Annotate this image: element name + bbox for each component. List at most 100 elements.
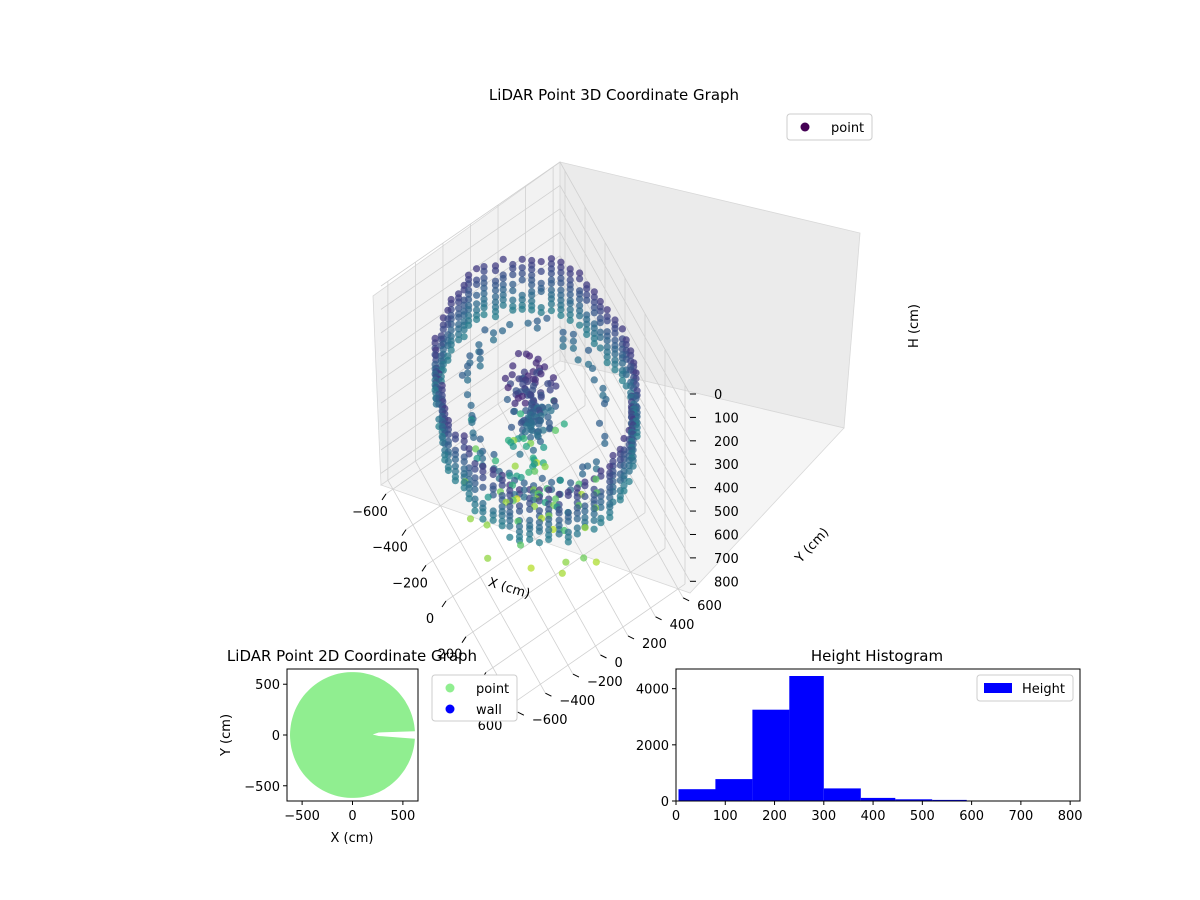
y-axis-label-2d: Y (cm) — [219, 714, 234, 757]
point-3d — [576, 321, 584, 329]
y-tick-label-2d: 500 — [255, 678, 280, 693]
point-3d — [590, 309, 598, 317]
point-3d — [444, 315, 452, 323]
point-3d — [557, 263, 565, 271]
point-3d — [574, 356, 582, 364]
point-3d — [597, 503, 605, 511]
x-tick-label-histogram: 400 — [861, 809, 886, 824]
ticks-2d: −500 −500 0 0 500 500 — [244, 678, 415, 824]
point-3d — [588, 364, 597, 372]
point-3d — [506, 321, 514, 329]
point-3d — [544, 380, 552, 388]
x-tick-label-3d: 600 — [478, 719, 503, 734]
point-3d — [471, 479, 479, 487]
point-3d — [597, 519, 605, 527]
legend-2d-point-marker — [445, 683, 455, 693]
point-3d — [618, 325, 627, 333]
point-3d — [470, 433, 478, 441]
point-3d — [611, 366, 619, 374]
point-3d — [479, 462, 487, 470]
point-3d — [590, 329, 598, 337]
point-3d — [597, 492, 605, 500]
legend-2d-wall-marker — [445, 704, 455, 714]
point-3d — [522, 442, 531, 450]
y-tick-label-3d: −200 — [587, 675, 623, 690]
legend-histogram-label: Height — [1022, 682, 1065, 697]
y-tick-label-histogram: 4000 — [636, 683, 669, 698]
point-3d — [509, 287, 517, 295]
point-3d — [471, 495, 479, 503]
point-3d — [451, 455, 459, 463]
point-3d — [536, 437, 545, 446]
point-3d — [618, 377, 627, 385]
point-3d — [473, 306, 481, 314]
point-3d — [590, 304, 598, 312]
point-3d — [573, 493, 581, 501]
point-3d — [584, 346, 593, 354]
point-3d — [526, 516, 534, 525]
x-tick-label-histogram: 200 — [762, 809, 787, 824]
point-3d — [625, 467, 633, 475]
point-3d — [616, 456, 624, 464]
point-3d — [464, 376, 472, 384]
y-tick-label-3d: −600 — [532, 713, 568, 728]
point-3d — [592, 558, 600, 566]
point-3d — [618, 359, 627, 367]
point-3d — [518, 255, 526, 263]
point-3d — [583, 330, 591, 339]
point-3d — [467, 401, 475, 409]
point-3d — [476, 355, 484, 363]
point-3d — [576, 290, 584, 298]
point-3d — [596, 333, 604, 341]
point-3d — [579, 463, 587, 471]
point-3d — [566, 316, 574, 324]
point-3d — [545, 425, 554, 433]
y-tick-label-2d: −500 — [244, 780, 280, 795]
point-3d — [611, 336, 619, 344]
point-3d — [444, 441, 452, 449]
point-3d — [603, 337, 611, 345]
point-3d — [473, 291, 481, 299]
x-tick-label-histogram: 800 — [1058, 809, 1083, 824]
point-3d — [597, 467, 605, 475]
point-3d — [547, 307, 556, 315]
point-3d — [479, 474, 487, 482]
point-3d — [576, 307, 584, 315]
point-3d — [573, 504, 581, 512]
point-3d — [533, 324, 541, 332]
point-3d — [576, 312, 584, 320]
point-3d — [499, 296, 507, 304]
point-3d — [538, 474, 546, 482]
point-3d — [491, 298, 500, 306]
point-3d — [514, 394, 522, 402]
point-3d — [573, 524, 581, 532]
point-3d — [525, 352, 534, 360]
point-3d — [489, 470, 497, 479]
point-3d — [479, 483, 487, 491]
point-3d — [526, 505, 534, 513]
legend-2d-wall-label: wall — [476, 703, 502, 718]
point-3d — [466, 352, 474, 360]
point-3d — [556, 476, 565, 484]
point-3d — [473, 280, 481, 288]
point-3d — [609, 451, 617, 460]
point-3d — [460, 326, 468, 334]
point-3d — [595, 419, 604, 427]
point-3d — [537, 258, 545, 266]
histogram-bar — [932, 799, 967, 801]
y-tick-label-histogram: 0 — [661, 795, 669, 810]
point-3d — [509, 306, 517, 314]
point-3d — [511, 399, 519, 407]
point-3d — [552, 382, 560, 390]
point-3d — [499, 274, 507, 283]
point-3d — [498, 522, 506, 530]
chart-3d: LiDAR Point 3D Coordinate Graph −600 −400… — [352, 86, 922, 734]
point-3d — [560, 420, 568, 428]
point-3d — [603, 359, 611, 367]
point-3d — [599, 384, 607, 392]
point-3d — [444, 306, 452, 314]
legend-2d: point wall — [431, 674, 518, 722]
z-tick-label-3d: 400 — [714, 482, 739, 497]
